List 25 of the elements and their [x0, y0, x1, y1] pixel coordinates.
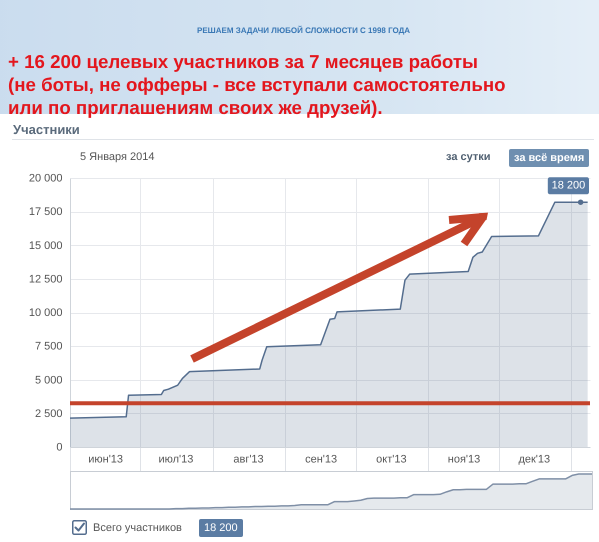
x-tick-label: сен'13 [305, 454, 338, 466]
text: 5 Января 2014 [80, 151, 155, 163]
y-tick-label: 7 500 [34, 340, 62, 353]
x-tick-label: дек'13 [518, 454, 550, 466]
chart-subtitle: Участники [13, 122, 80, 137]
text: РЕШАЕМ ЗАДАЧИ ЛЮБОЙ СЛОЖНОСТИ С 1998 ГОДА [197, 26, 410, 35]
x-tick-label: окт'13 [376, 454, 407, 466]
y-tick-label: 20 000 [28, 172, 62, 184]
button: за всё время [509, 149, 590, 167]
badge: 18 200 [199, 519, 243, 537]
x-tick-label: июл'13 [158, 454, 194, 466]
y-tick-label: 15 000 [28, 240, 62, 252]
text: за сутки [446, 151, 491, 163]
data-label: 18 200 [552, 180, 586, 192]
y-tick-label: 2 500 [34, 408, 62, 420]
y-tick-label: 17 500 [28, 206, 62, 218]
y-tick-label: 0 [56, 442, 62, 454]
chart-title: + 16 200 целевых участников за 7 месяцев работы (не боты, не офферы - все вступали самостоятельно или по приглашениям своих же друзей). [8, 50, 507, 119]
y-tick-label: 10 000 [28, 307, 62, 319]
x-tick-label: июн'13 [88, 454, 124, 466]
x-tick-label: ноя'13 [448, 454, 480, 466]
legend-label: Всего участников [93, 522, 182, 534]
y-tick-label: 5 000 [34, 374, 62, 386]
y-tick-label: 12 500 [28, 273, 62, 286]
x-tick-label: авг'13 [233, 454, 264, 466]
